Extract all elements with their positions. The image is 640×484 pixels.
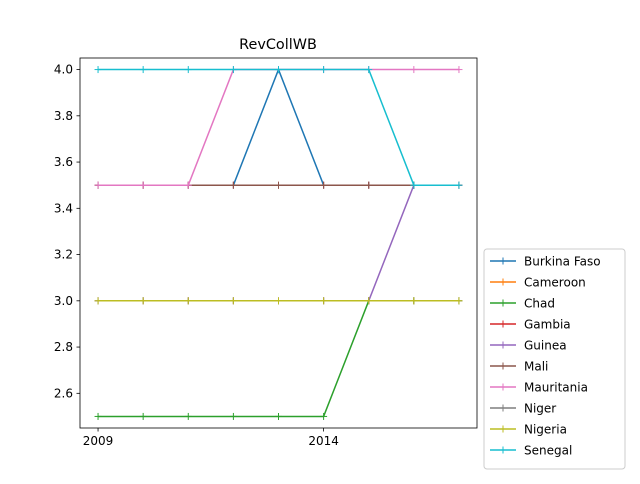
series-nigeria (94, 297, 463, 305)
legend-label: Burkina Faso (524, 255, 601, 269)
legend-entry: Burkina Faso (490, 255, 601, 269)
y-tick-label: 2.6 (54, 386, 73, 400)
y-tick-label: 3.2 (54, 248, 73, 262)
series-senegal (94, 66, 463, 189)
legend-entry: Mali (490, 360, 548, 374)
legend-label: Mauritania (524, 381, 588, 395)
legend-label: Nigeria (524, 423, 567, 437)
y-tick-label: 3.4 (54, 201, 73, 215)
legend-label: Gambia (524, 318, 571, 332)
y-tick-label: 3.6 (54, 155, 73, 169)
legend-entry: Chad (490, 297, 555, 311)
series-layer (94, 66, 463, 420)
series-line (98, 184, 459, 302)
y-tick-label: 4.0 (54, 63, 73, 77)
series-chad (94, 297, 463, 420)
legend-entry: Niger (490, 402, 556, 416)
legend-entry: Senegal (490, 444, 572, 458)
legend-label: Senegal (524, 444, 572, 458)
legend-label: Guinea (524, 339, 567, 353)
legend-label: Mali (524, 360, 548, 374)
legend-label: Chad (524, 297, 555, 311)
series-line (98, 68, 459, 186)
y-tick-label: 2.8 (54, 340, 73, 354)
series-line (98, 68, 459, 186)
legend-label: Cameroon (524, 276, 586, 290)
legend: Burkina Faso Cameroon Chad Gambia Guinea Mali… (483, 248, 626, 470)
y-tick-label: 3.0 (54, 294, 73, 308)
legend-entry: Mauritania (490, 381, 588, 395)
axes-frame (79, 57, 478, 429)
series-guinea (94, 181, 463, 305)
legend-label: Niger (524, 402, 556, 416)
legend-box (483, 248, 626, 470)
x-tick-label: 2014 (308, 434, 339, 448)
legend-entry: Nigeria (490, 423, 567, 437)
legend-entry: Cameroon (490, 276, 586, 290)
y-tick-label: 3.8 (54, 109, 73, 123)
chart-title: RevCollWB (239, 37, 317, 53)
series-line (98, 300, 459, 418)
legend-entry: Gambia (490, 318, 571, 332)
x-tick-label: 2009 (83, 434, 114, 448)
legend-entry: Guinea (490, 339, 567, 353)
series-line (98, 68, 459, 186)
axes-layer: 2.6 2.8 3.0 3.2 3.4 3.6 3.8 4.0 2009 2014 (54, 57, 478, 448)
